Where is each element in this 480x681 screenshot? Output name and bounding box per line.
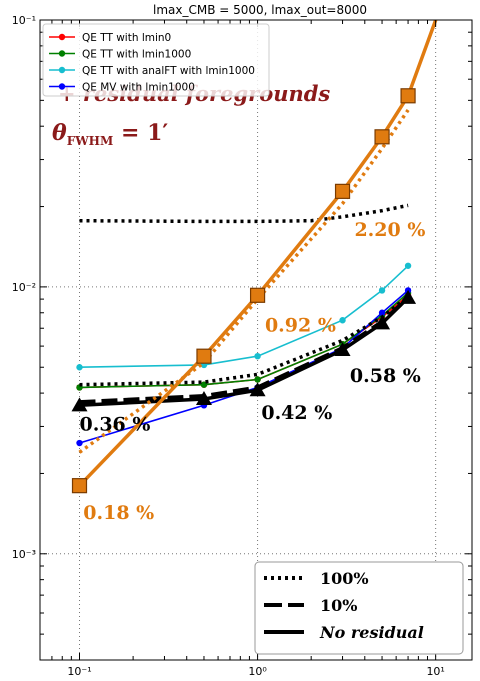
data-label: 0.42 %	[261, 402, 332, 424]
series-line	[79, 296, 410, 408]
legend-label: QE MV with lmin1000	[82, 82, 195, 94]
series-6	[79, 296, 410, 405]
legend-marker	[58, 66, 66, 74]
series-9	[71, 20, 438, 494]
y-tick-label: 10⁻²	[12, 281, 36, 294]
data-point-square	[196, 348, 212, 364]
legend-label: QE TT with lmin1000	[82, 49, 191, 61]
data-point	[254, 352, 261, 360]
data-point	[378, 309, 386, 316]
legend-marker	[58, 50, 66, 57]
legend-label: 10%	[320, 596, 357, 615]
chart-title: lmax_CMB = 5000, lmax_out=8000	[153, 3, 367, 17]
data-point-square	[400, 88, 416, 104]
data-point-square	[374, 129, 390, 145]
series-line	[79, 295, 410, 387]
legend-label: QE TT with lmin0	[82, 32, 171, 44]
data-point-triangle	[334, 342, 351, 357]
data-point	[339, 317, 346, 324]
data-point	[378, 287, 386, 294]
lower-legend-box	[254, 561, 464, 655]
data-point-triangle	[71, 397, 88, 412]
series-2	[76, 262, 412, 371]
y-tick-label: 10⁻³	[12, 548, 36, 561]
data-label: 0.58 %	[350, 365, 421, 387]
data-point-triangle	[374, 315, 391, 330]
series-4	[79, 203, 409, 224]
legend-marker	[58, 33, 66, 41]
legend-label: No residual	[319, 623, 424, 642]
plot-frame	[39, 19, 473, 661]
data-label: 0.36 %	[80, 413, 151, 435]
series-5	[79, 295, 410, 387]
x-tick-label: 10⁰	[248, 665, 267, 678]
data-point	[404, 262, 412, 269]
legend-label: 100%	[320, 569, 369, 588]
legend-marker	[58, 83, 66, 90]
data-point-square	[334, 183, 351, 199]
data-point	[200, 381, 208, 388]
data-point	[254, 376, 261, 383]
data-point-triangle	[400, 289, 417, 304]
upper-legend-box	[42, 23, 270, 97]
data-point-square	[71, 478, 88, 494]
data-label: 2.20 %	[354, 219, 425, 241]
x-tick-label: 10⁻¹	[67, 665, 91, 678]
data-point-square	[249, 287, 266, 303]
series-7	[71, 289, 417, 412]
legend-label: QE TT with analFT with lmin1000	[82, 65, 255, 77]
overlay-text-line2: θFWHM = 1′	[52, 120, 168, 148]
y-tick-label: 10⁻¹	[12, 14, 36, 27]
data-point-triangle	[195, 391, 212, 406]
series-line	[79, 265, 409, 368]
series-line	[79, 296, 410, 405]
series-line	[79, 203, 409, 224]
data-point-triangle	[249, 382, 266, 397]
data-label: 0.92 %	[265, 315, 336, 337]
data-label: 0.18 %	[83, 502, 154, 524]
data-point	[76, 439, 83, 447]
data-point	[76, 364, 83, 371]
x-tick-label: 10¹	[426, 665, 444, 678]
